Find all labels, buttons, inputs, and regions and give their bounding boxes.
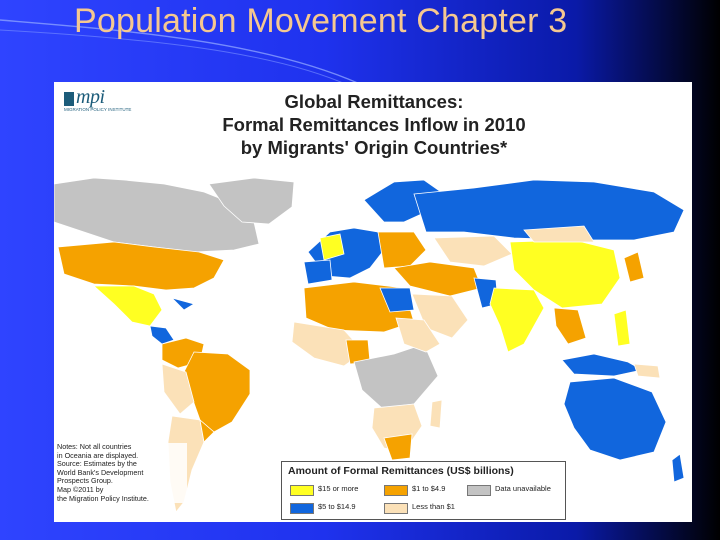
russia <box>413 179 685 241</box>
map-legend: Amount of Formal Remittances (US$ billio… <box>281 461 566 520</box>
remittance-map-image: mpi MIGRATION POLICY INSTITUTE Global Re… <box>54 82 692 522</box>
peru-bolivia <box>161 363 195 415</box>
world-map <box>54 177 685 513</box>
uruguay-paraguay <box>199 418 215 443</box>
south-africa <box>383 433 413 461</box>
legend-label: $5 to $14.9 <box>318 502 356 511</box>
west-africa <box>291 321 365 367</box>
egypt <box>379 287 415 313</box>
legend-swatch <box>290 503 314 514</box>
legend-swatch <box>290 485 314 496</box>
legend-swatch <box>384 485 408 496</box>
notes-line: in Oceania are displayed. <box>57 450 139 460</box>
southeast-asia <box>553 307 587 345</box>
papua-new-guinea <box>633 363 661 379</box>
legend-title: Amount of Formal Remittances (US$ billio… <box>288 465 514 477</box>
new-zealand <box>671 453 685 483</box>
greenland <box>208 177 295 225</box>
legend-label: Less than $1 <box>412 502 455 511</box>
legend-label: Data unavailable <box>495 484 551 493</box>
map-title-line-2: Formal Remittances Inflow in 2010 <box>222 114 526 135</box>
legend-label: $15 or more <box>318 484 359 493</box>
notes-line: the Migration Policy Institute. <box>57 493 149 503</box>
usa <box>57 241 225 291</box>
indonesia <box>561 353 644 377</box>
alaska-canada-region <box>54 177 260 253</box>
slide-title: Population Movement Chapter 3 <box>74 2 568 40</box>
title-swoosh-decoration <box>0 19 361 87</box>
central-america-caribbean <box>149 297 196 345</box>
india <box>489 287 545 353</box>
kazakhstan-region <box>433 235 513 267</box>
notes-line: Prospects Group. <box>57 476 113 486</box>
mongolia-region <box>523 225 595 243</box>
legend-label: $1 to $4.9 <box>412 484 446 493</box>
mexico <box>92 285 163 327</box>
legend-swatch <box>384 503 408 514</box>
map-notes: Notes: Not all countries in Oceania are … <box>57 442 187 504</box>
mpi-logo-text: mpi <box>76 86 105 108</box>
mpi-logo-mark <box>64 92 74 106</box>
korea-japan <box>623 251 645 283</box>
notes-line: Notes: Not all countries <box>57 442 132 451</box>
map-title-line-3: by Migrants' Origin Countries* <box>240 137 508 158</box>
notes-line: World Bank's Development <box>57 467 144 477</box>
legend-swatch <box>467 485 491 496</box>
philippines <box>613 309 631 347</box>
east-africa <box>395 317 441 353</box>
madagascar <box>429 399 443 429</box>
notes-line: Map ©2011 by <box>57 484 104 494</box>
eastern-europe <box>377 231 427 269</box>
map-title-line-1: Global Remittances: <box>284 91 464 112</box>
mpi-logo-subtitle: MIGRATION POLICY INSTITUTE <box>64 107 132 112</box>
notes-line: Source: Estimates by the <box>57 459 137 469</box>
france <box>319 233 345 261</box>
map-title: Global Remittances: Formal Remittances I… <box>164 90 584 159</box>
mpi-logo: mpi MIGRATION POLICY INSTITUTE <box>64 86 131 114</box>
central-africa <box>353 343 439 409</box>
china <box>509 239 621 309</box>
australia <box>563 377 667 461</box>
iberia <box>303 259 333 285</box>
